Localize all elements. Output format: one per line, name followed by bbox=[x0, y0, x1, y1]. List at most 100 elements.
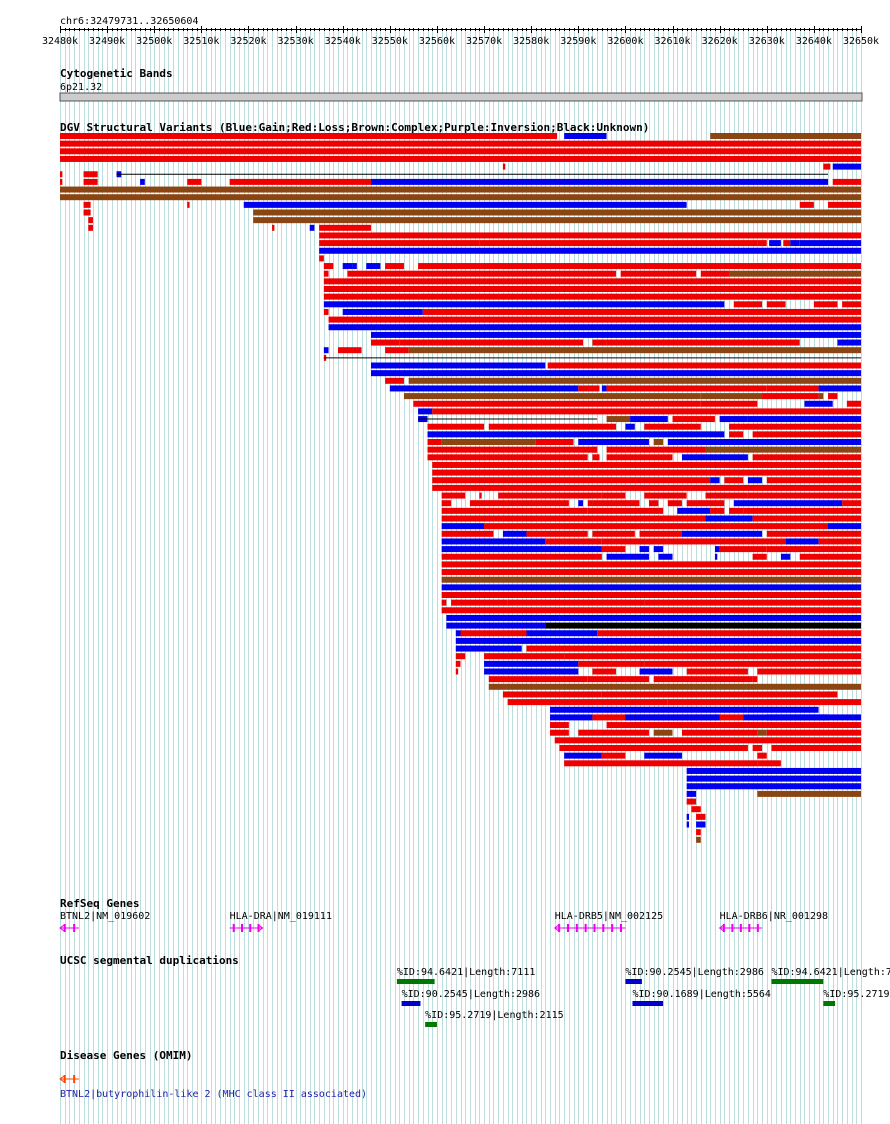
dgv-variant-block[interactable] bbox=[578, 385, 600, 392]
dgv-variant-block[interactable] bbox=[469, 500, 569, 507]
dgv-variant-block[interactable] bbox=[691, 806, 701, 813]
dgv-variant-block[interactable] bbox=[832, 178, 861, 185]
dgv-variant-block[interactable] bbox=[799, 240, 861, 247]
dgv-variant-block[interactable] bbox=[323, 270, 329, 277]
segdup-block[interactable] bbox=[632, 1001, 664, 1006]
refseq-genes[interactable]: BTNL2|NM_019602 HLA-DRA|NM_019111 HLA-DRB5… bbox=[59, 911, 828, 932]
dgv-variant-block[interactable] bbox=[502, 163, 506, 170]
dgv-variant-block[interactable] bbox=[441, 584, 861, 591]
dgv-variant-block[interactable] bbox=[427, 454, 461, 461]
dgv-variant-block[interactable] bbox=[733, 301, 763, 308]
dgv-variant-block[interactable] bbox=[785, 538, 819, 545]
dgv-variant-block[interactable] bbox=[526, 507, 588, 514]
segdup-label[interactable]: %ID:95.2719|Length:2115 bbox=[425, 1010, 563, 1021]
dgv-variant-block[interactable] bbox=[564, 133, 607, 139]
dgv-variant-block[interactable] bbox=[370, 178, 829, 185]
dgv-variant-block[interactable] bbox=[60, 133, 558, 139]
dgv-variant-block[interactable] bbox=[837, 339, 861, 346]
dgv-variant-block[interactable] bbox=[550, 714, 593, 721]
dgv-variant-block[interactable] bbox=[757, 240, 767, 247]
segdup-label[interactable]: %ID:90.2545|Length:2986 bbox=[402, 989, 540, 1000]
dgv-variant-block[interactable] bbox=[757, 668, 861, 675]
dgv-variant-block[interactable] bbox=[432, 408, 861, 415]
dgv-variant-block[interactable] bbox=[60, 155, 861, 162]
dgv-variant-block[interactable] bbox=[441, 546, 602, 553]
dgv-variant-block[interactable] bbox=[337, 347, 362, 354]
dgv-variant-block[interactable] bbox=[686, 775, 861, 782]
dgv-variant-block[interactable] bbox=[639, 546, 649, 553]
dgv-variant-block[interactable] bbox=[587, 500, 593, 507]
dgv-variant-block[interactable] bbox=[653, 439, 664, 445]
dgv-variant-block[interactable] bbox=[601, 538, 786, 545]
dgv-variant-block[interactable] bbox=[526, 630, 598, 637]
dgv-variant-block[interactable] bbox=[766, 385, 819, 392]
dgv-variant-block[interactable] bbox=[752, 515, 861, 522]
dgv-variant-block[interactable] bbox=[484, 660, 579, 667]
dgv-variant-block[interactable] bbox=[681, 454, 748, 461]
dgv-variant-block[interactable] bbox=[319, 247, 861, 254]
dgv-variant-block[interactable] bbox=[488, 423, 616, 430]
segdup-block[interactable] bbox=[401, 1001, 421, 1006]
dgv-variant-block[interactable] bbox=[644, 423, 701, 430]
dgv-variant-block[interactable] bbox=[366, 263, 381, 270]
dgv-variant-block[interactable] bbox=[498, 492, 602, 499]
dgv-features[interactable] bbox=[60, 133, 862, 843]
segdup-block[interactable] bbox=[625, 979, 642, 984]
dgv-variant-block[interactable] bbox=[187, 201, 190, 208]
dgv-variant-block[interactable] bbox=[323, 301, 725, 308]
dgv-variant-block[interactable] bbox=[752, 745, 763, 751]
dgv-variant-block[interactable] bbox=[526, 530, 551, 537]
dgv-variant-block[interactable] bbox=[648, 500, 659, 507]
dgv-variant-block[interactable] bbox=[441, 607, 861, 614]
dgv-variant-block[interactable] bbox=[648, 507, 664, 514]
dgv-variant-block[interactable] bbox=[799, 553, 861, 560]
dgv-variant-block[interactable] bbox=[681, 530, 763, 537]
dgv-variant-block[interactable] bbox=[88, 217, 93, 224]
dgv-variant-block[interactable] bbox=[323, 278, 861, 285]
dgv-variant-block[interactable] bbox=[484, 653, 565, 660]
dgv-variant-block[interactable] bbox=[479, 492, 482, 499]
dgv-variant-block[interactable] bbox=[427, 439, 442, 445]
dgv-variant-block[interactable] bbox=[714, 553, 718, 560]
dgv-variant-block[interactable] bbox=[639, 530, 682, 537]
dgv-variant-block[interactable] bbox=[408, 377, 861, 384]
dgv-variant-block[interactable] bbox=[601, 546, 626, 553]
dgv-variant-block[interactable] bbox=[828, 201, 861, 208]
dgv-variant-block[interactable] bbox=[601, 385, 607, 392]
dgv-variant-block[interactable] bbox=[342, 308, 423, 315]
dgv-variant-block[interactable] bbox=[653, 676, 753, 683]
dgv-variant-block[interactable] bbox=[714, 546, 720, 553]
dgv-variant-block[interactable] bbox=[752, 553, 767, 560]
dgv-variant-block[interactable] bbox=[488, 676, 588, 683]
dgv-variant-block[interactable] bbox=[757, 790, 861, 797]
dgv-variant-block[interactable] bbox=[615, 745, 748, 751]
dgv-variant-block[interactable] bbox=[547, 362, 861, 369]
dgv-variant-block[interactable] bbox=[328, 324, 862, 331]
dgv-variant-block[interactable] bbox=[587, 676, 626, 683]
dgv-variant-block[interactable] bbox=[507, 599, 645, 606]
refseq-gene-label[interactable]: HLA-DRB6|NR_001298 bbox=[720, 911, 828, 922]
dgv-variant-block[interactable] bbox=[550, 706, 748, 713]
dgv-variant-block[interactable] bbox=[229, 178, 371, 185]
dgv-variant-block[interactable] bbox=[455, 660, 461, 667]
dgv-variant-block[interactable] bbox=[441, 530, 494, 537]
dgv-variant-block[interactable] bbox=[653, 546, 664, 553]
refseq-gene-label[interactable]: BTNL2|NM_019602 bbox=[60, 911, 150, 922]
dgv-variant-block[interactable] bbox=[60, 148, 861, 155]
dgv-variant-block[interactable] bbox=[620, 270, 697, 277]
dgv-variant-block[interactable] bbox=[790, 240, 800, 247]
dgv-variant-block[interactable] bbox=[342, 263, 353, 270]
dgv-variant-block[interactable] bbox=[842, 301, 861, 308]
dgv-variant-block[interactable] bbox=[550, 722, 569, 729]
dgv-variant-block[interactable] bbox=[592, 530, 635, 537]
dgv-variant-block[interactable] bbox=[427, 431, 725, 438]
dgv-variant-block[interactable] bbox=[370, 370, 861, 377]
dgv-variant-block[interactable] bbox=[385, 347, 409, 354]
dgv-variant-block[interactable] bbox=[60, 171, 63, 178]
dgv-variant-block[interactable] bbox=[432, 461, 861, 468]
dgv-variant-block[interactable] bbox=[630, 416, 668, 423]
dgv-variant-block[interactable] bbox=[578, 729, 649, 736]
dgv-variant-block[interactable] bbox=[757, 752, 767, 759]
segdup-label[interactable]: %ID:90.2545|Length:2986 bbox=[625, 967, 763, 978]
dgv-variant-block[interactable] bbox=[686, 767, 861, 774]
